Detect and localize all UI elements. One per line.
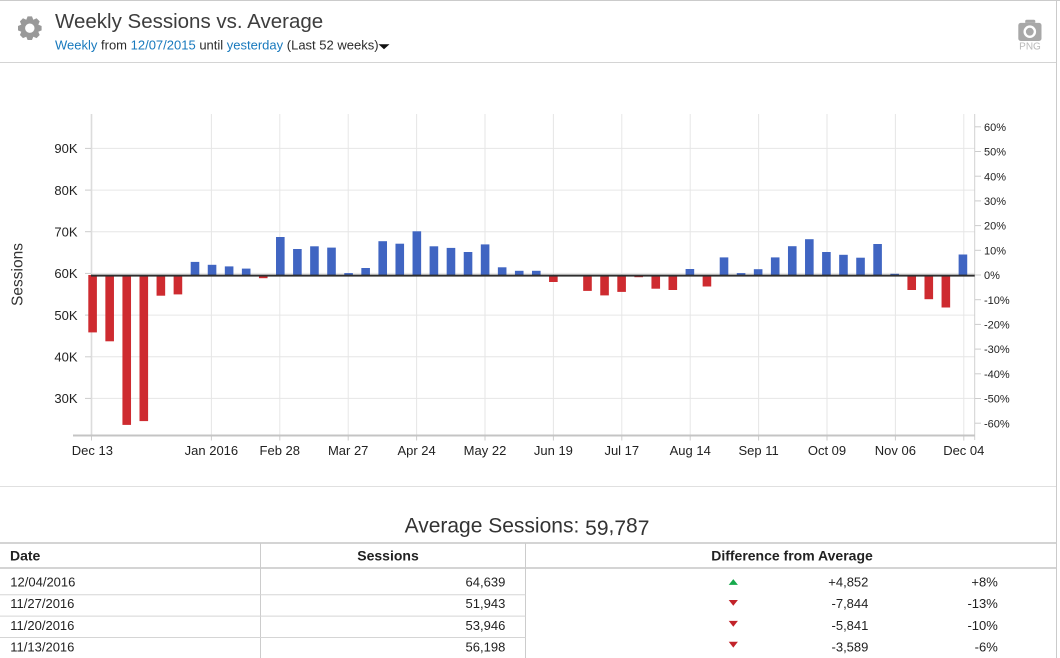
svg-text:11/20/2016: 11/20/2016 [10,618,74,633]
svg-text:Weekly from 12/07/2015 until y: Weekly from 12/07/2015 until yesterday (… [55,38,379,53]
svg-text:Sessions: Sessions [9,243,26,306]
svg-text:-5,841: -5,841 [832,618,869,633]
svg-text:Dec 13: Dec 13 [72,443,113,458]
svg-text:12/04/2016: 12/04/2016 [10,575,75,590]
svg-text:Oct 09: Oct 09 [808,443,846,458]
svg-text:10%: 10% [984,245,1006,257]
svg-text:Jul 17: Jul 17 [604,443,639,458]
svg-text:0%: 0% [984,270,1000,282]
svg-text:Jun 19: Jun 19 [534,443,573,458]
svg-text:-20%: -20% [984,320,1010,332]
svg-text:-40%: -40% [984,369,1010,381]
svg-text:-30%: -30% [984,344,1010,356]
svg-text:Apr 24: Apr 24 [397,443,435,458]
svg-text:Jan 2016: Jan 2016 [185,443,239,458]
svg-text:May 22: May 22 [464,443,507,458]
svg-text:50%: 50% [984,147,1006,159]
svg-text:Difference from Average: Difference from Average [711,548,873,564]
svg-text:+8%: +8% [971,575,998,590]
svg-text:Aug 14: Aug 14 [670,443,711,458]
svg-text:Date: Date [10,548,41,564]
svg-text:11/27/2016: 11/27/2016 [10,596,74,611]
svg-text:+4,852: +4,852 [828,575,868,590]
svg-text:PNG: PNG [1019,42,1041,53]
svg-text:-6%: -6% [975,639,999,654]
svg-text:-7,844: -7,844 [832,596,869,611]
svg-text:-60%: -60% [984,418,1010,430]
svg-text:30K: 30K [54,391,77,406]
svg-text:Dec 04: Dec 04 [943,443,984,458]
svg-text:60K: 60K [54,266,77,281]
svg-text:-10%: -10% [967,618,998,633]
svg-text:Average Sessions: 59,787: Average Sessions: 59,787 [405,515,650,541]
svg-text:-3,589: -3,589 [832,639,869,654]
svg-text:Mar 27: Mar 27 [328,443,368,458]
svg-text:70K: 70K [54,224,77,239]
svg-text:-13%: -13% [967,596,998,611]
svg-text:90K: 90K [54,141,77,156]
svg-text:40%: 40% [984,171,1006,183]
svg-text:Sessions: Sessions [357,548,419,564]
svg-text:20%: 20% [984,221,1006,233]
svg-text:-50%: -50% [984,394,1010,406]
svg-text:60%: 60% [984,122,1006,134]
svg-text:53,946: 53,946 [466,618,506,633]
svg-text:50K: 50K [54,308,77,323]
svg-text:-10%: -10% [984,295,1010,307]
svg-text:51,943: 51,943 [466,596,506,611]
svg-text:Nov 06: Nov 06 [875,443,916,458]
svg-text:Sep 11: Sep 11 [738,443,778,458]
svg-text:80K: 80K [54,183,77,198]
svg-text:64,639: 64,639 [466,575,506,590]
svg-text:Weekly Sessions vs. Average: Weekly Sessions vs. Average [55,10,323,33]
svg-text:30%: 30% [984,196,1006,208]
svg-text:56,198: 56,198 [466,639,506,654]
svg-text:Feb 28: Feb 28 [260,443,300,458]
svg-text:40K: 40K [54,349,77,364]
svg-text:11/13/2016: 11/13/2016 [10,639,74,654]
